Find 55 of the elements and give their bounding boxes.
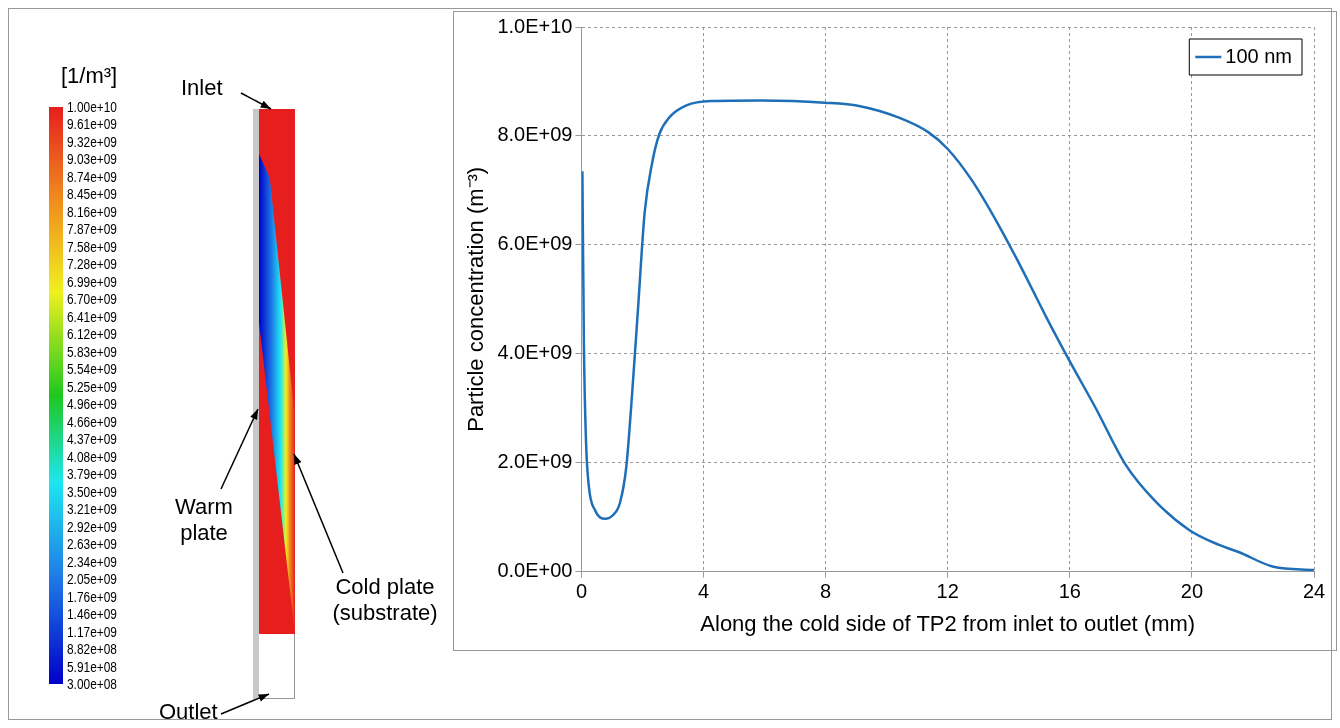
x-tick-label: 20 <box>1180 580 1204 603</box>
text: 8.45e+09 <box>67 186 117 203</box>
x-tick-label: 16 <box>1058 580 1081 603</box>
text: 5.54e+09 <box>67 361 117 378</box>
text: 6.70e+09 <box>67 291 117 308</box>
legend-label: 100 nm <box>1225 44 1293 67</box>
y-tick-label: 6.0E+09 <box>497 232 573 255</box>
text: 1.46e+09 <box>67 606 117 623</box>
x-tick-label: 12 <box>936 580 959 603</box>
text: 3.21e+09 <box>67 501 117 518</box>
text: 7.58e+09 <box>67 238 117 255</box>
text: Cold plate (substrate) <box>331 574 439 626</box>
text: Warm plate <box>174 494 234 546</box>
y-axis-title: Particle concentration (m⁻³) <box>463 166 489 432</box>
text: 6.99e+09 <box>67 273 117 290</box>
text: 9.61e+09 <box>67 116 117 133</box>
x-tick-label: 24 <box>1302 580 1326 603</box>
text: 8.82e+08 <box>67 641 117 658</box>
text: 2.34e+09 <box>67 553 117 570</box>
text: 3.00e+08 <box>67 676 117 692</box>
text: 2.63e+09 <box>67 536 117 553</box>
x-tick-label: 8 <box>820 580 832 603</box>
text: 2.92e+09 <box>67 518 117 535</box>
text: Inlet <box>181 75 224 101</box>
text: 7.28e+09 <box>67 256 117 273</box>
color-bar-title: [1/m³] <box>61 63 118 89</box>
y-tick-label: 4.0E+09 <box>497 341 573 364</box>
text: 7.87e+09 <box>67 221 117 238</box>
text: 8.74e+09 <box>67 168 117 185</box>
text: 5.91e+08 <box>67 658 117 675</box>
text: 5.83e+09 <box>67 343 117 360</box>
text: 3.50e+09 <box>67 483 117 500</box>
text: 9.32e+09 <box>67 133 117 150</box>
x-tick-label: 0 <box>575 580 588 603</box>
text: 6.12e+09 <box>67 326 117 343</box>
text: 5.25e+09 <box>67 378 117 395</box>
text: 1.00e+10 <box>67 99 117 115</box>
text: 4.37e+09 <box>67 431 117 448</box>
text: 4.96e+09 <box>67 396 117 413</box>
y-tick-label: 8.0E+09 <box>497 123 573 146</box>
text: 1.17e+09 <box>67 623 117 640</box>
text: 6.41e+09 <box>67 308 117 325</box>
y-tick-label: 0.0E+00 <box>497 559 573 582</box>
text: 4.08e+09 <box>67 448 117 465</box>
text: 4.66e+09 <box>67 413 117 430</box>
text: 9.03e+09 <box>67 151 117 168</box>
x-axis-title: Along the cold side of TP2 from inlet to outlet (mm) <box>700 610 1196 636</box>
text: 3.79e+09 <box>67 466 117 483</box>
text: Outlet <box>159 699 219 725</box>
text: 8.16e+09 <box>67 203 117 220</box>
text: 1.76e+09 <box>67 588 117 605</box>
x-tick-label: 4 <box>697 580 710 603</box>
y-tick-label: 1.0E+10 <box>497 14 573 37</box>
text: 2.05e+09 <box>67 571 117 588</box>
y-tick-label: 2.0E+09 <box>497 450 573 473</box>
